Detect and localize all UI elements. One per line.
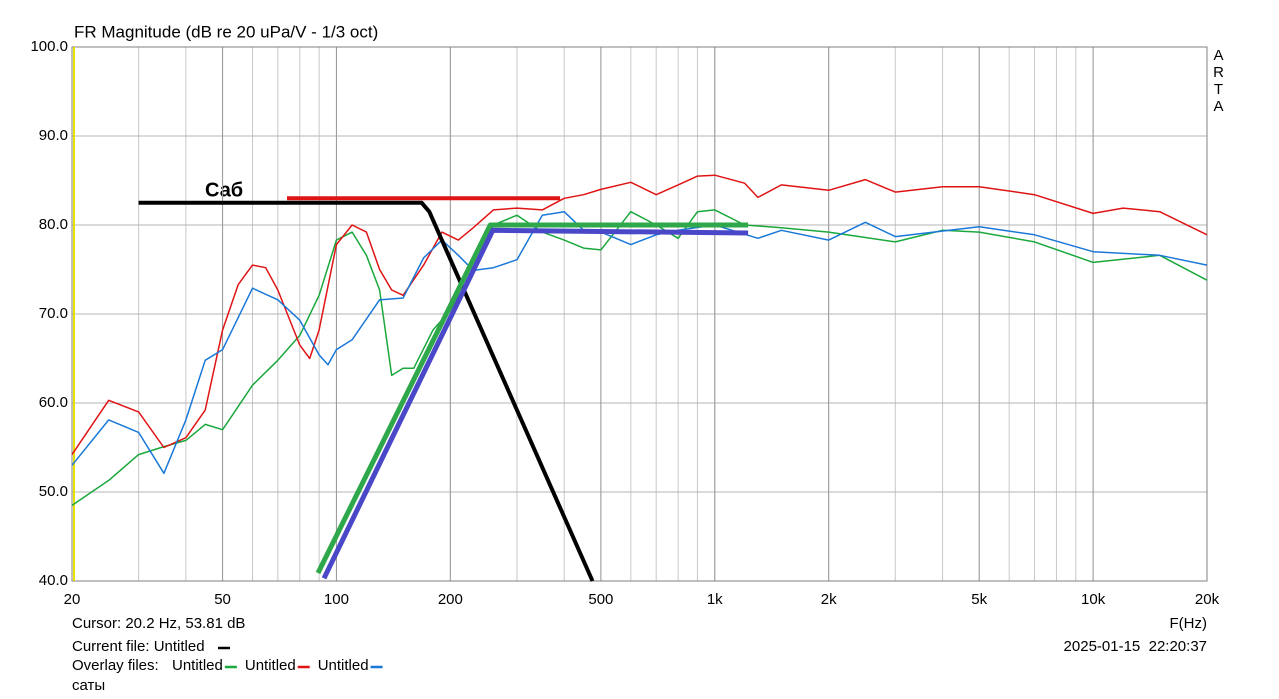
watermark: ARTA (1210, 47, 1227, 115)
annotation: Саб (205, 179, 243, 201)
legend-label: Untitled (245, 657, 296, 674)
legend-label: Untitled (318, 657, 369, 674)
x-tick-label: 200 (438, 591, 463, 608)
x-tick-label: 100 (324, 591, 349, 608)
legend-label: Untitled (172, 657, 223, 674)
series-line (138, 200, 595, 582)
x-tick-label: 500 (588, 591, 613, 608)
y-tick-label: 50.0 (39, 483, 68, 500)
annotation: саты (72, 677, 105, 694)
series-line (71, 209, 1208, 507)
x-tick-label: 50 (214, 591, 231, 608)
x-tick-label: 1k (707, 591, 723, 608)
x-tick-label: 5k (971, 591, 987, 608)
y-tick-label: 70.0 (39, 305, 68, 322)
x-tick-label: 20k (1195, 591, 1220, 608)
y-tick-label: 80.0 (39, 216, 68, 233)
y-tick-label: 60.0 (39, 394, 68, 411)
series-line (315, 222, 749, 575)
x-axis-label: F(Hz) (1170, 615, 1208, 632)
overlay-label: Overlay files: (72, 657, 159, 674)
series-line (321, 227, 749, 580)
current-file: Current file: Untitled (72, 638, 205, 655)
y-tick-label: 90.0 (39, 127, 68, 144)
x-tick-label: 10k (1081, 591, 1106, 608)
y-tick-label: 40.0 (39, 572, 68, 589)
plot-frame (71, 46, 1208, 582)
cursor-readout: Cursor: 20.2 Hz, 53.81 dB (72, 615, 245, 632)
y-tick-label: 100.0 (30, 38, 68, 55)
timestamp: 2025-01-15 22:20:37 (1064, 638, 1207, 655)
x-tick-label: 2k (821, 591, 837, 608)
series-line (71, 174, 1208, 456)
grid (71, 46, 1208, 582)
chart-title: FR Magnitude (dB re 20 uPa/V - 1/3 oct) (74, 22, 378, 41)
series-line (71, 210, 1208, 475)
x-tick-label: 20 (64, 591, 81, 608)
